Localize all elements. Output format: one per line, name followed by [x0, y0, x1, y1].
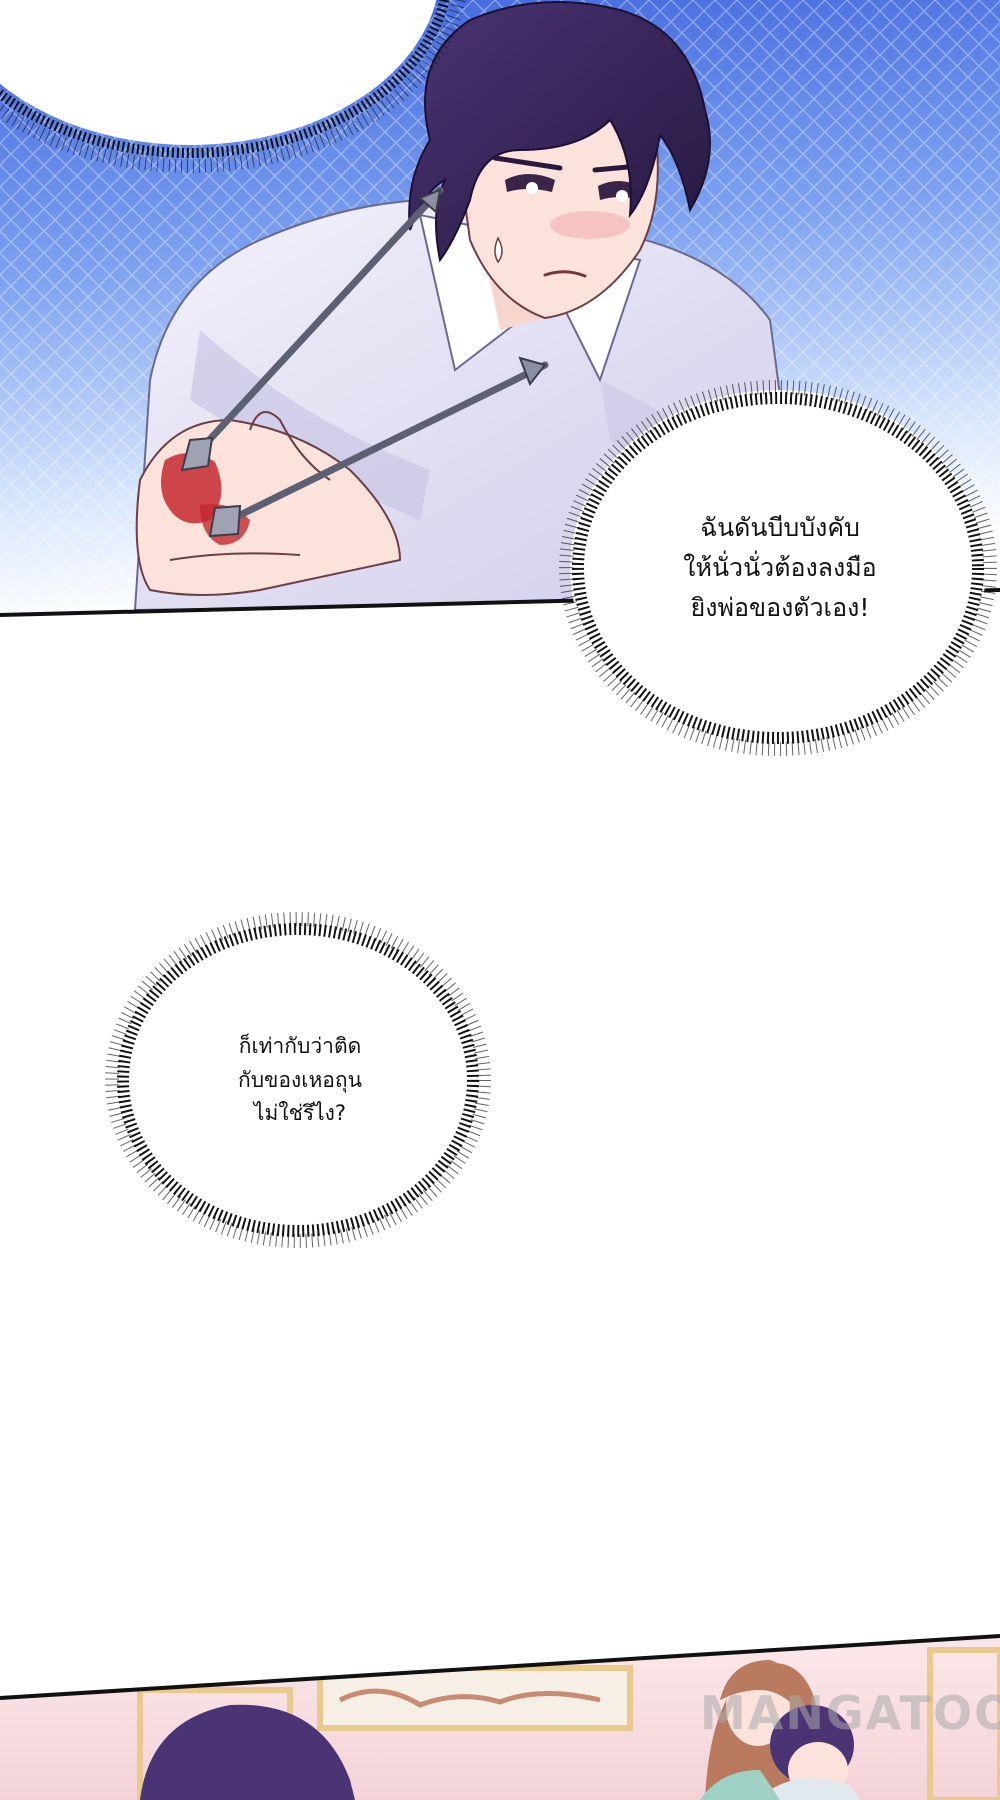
spiky-bubble-top-left	[0, 0, 466, 173]
bubble-2-line: ไม่ใช่รึไง?	[253, 1101, 347, 1126]
bubble-2-line: ก็เท่ากับว่าติด	[238, 1034, 362, 1058]
speech-bubble-2-text: ก็เท่ากับว่าติด กับของเหอถุน ไม่ใช่รึไง?	[160, 1030, 440, 1131]
spiky-bubble-1	[559, 380, 997, 756]
bubble-1-line: ยิงพ่อของตัวเอง!	[690, 593, 870, 622]
watermark: MANGATOON	[700, 1686, 1000, 1740]
spiky-bubble-2	[105, 912, 491, 1248]
bubble-1-line: ให้นั่วนั่วต้องลงมือ	[683, 553, 877, 582]
bubble-1-line: ฉันดันบีบบังคับ	[700, 513, 860, 542]
speech-bubble-1-text: ฉันดันบีบบังคับ ให้นั่วนั่วต้องลงมือ ยิง…	[620, 508, 940, 628]
bubble-2-line: กับของเหอถุน	[238, 1067, 362, 1092]
